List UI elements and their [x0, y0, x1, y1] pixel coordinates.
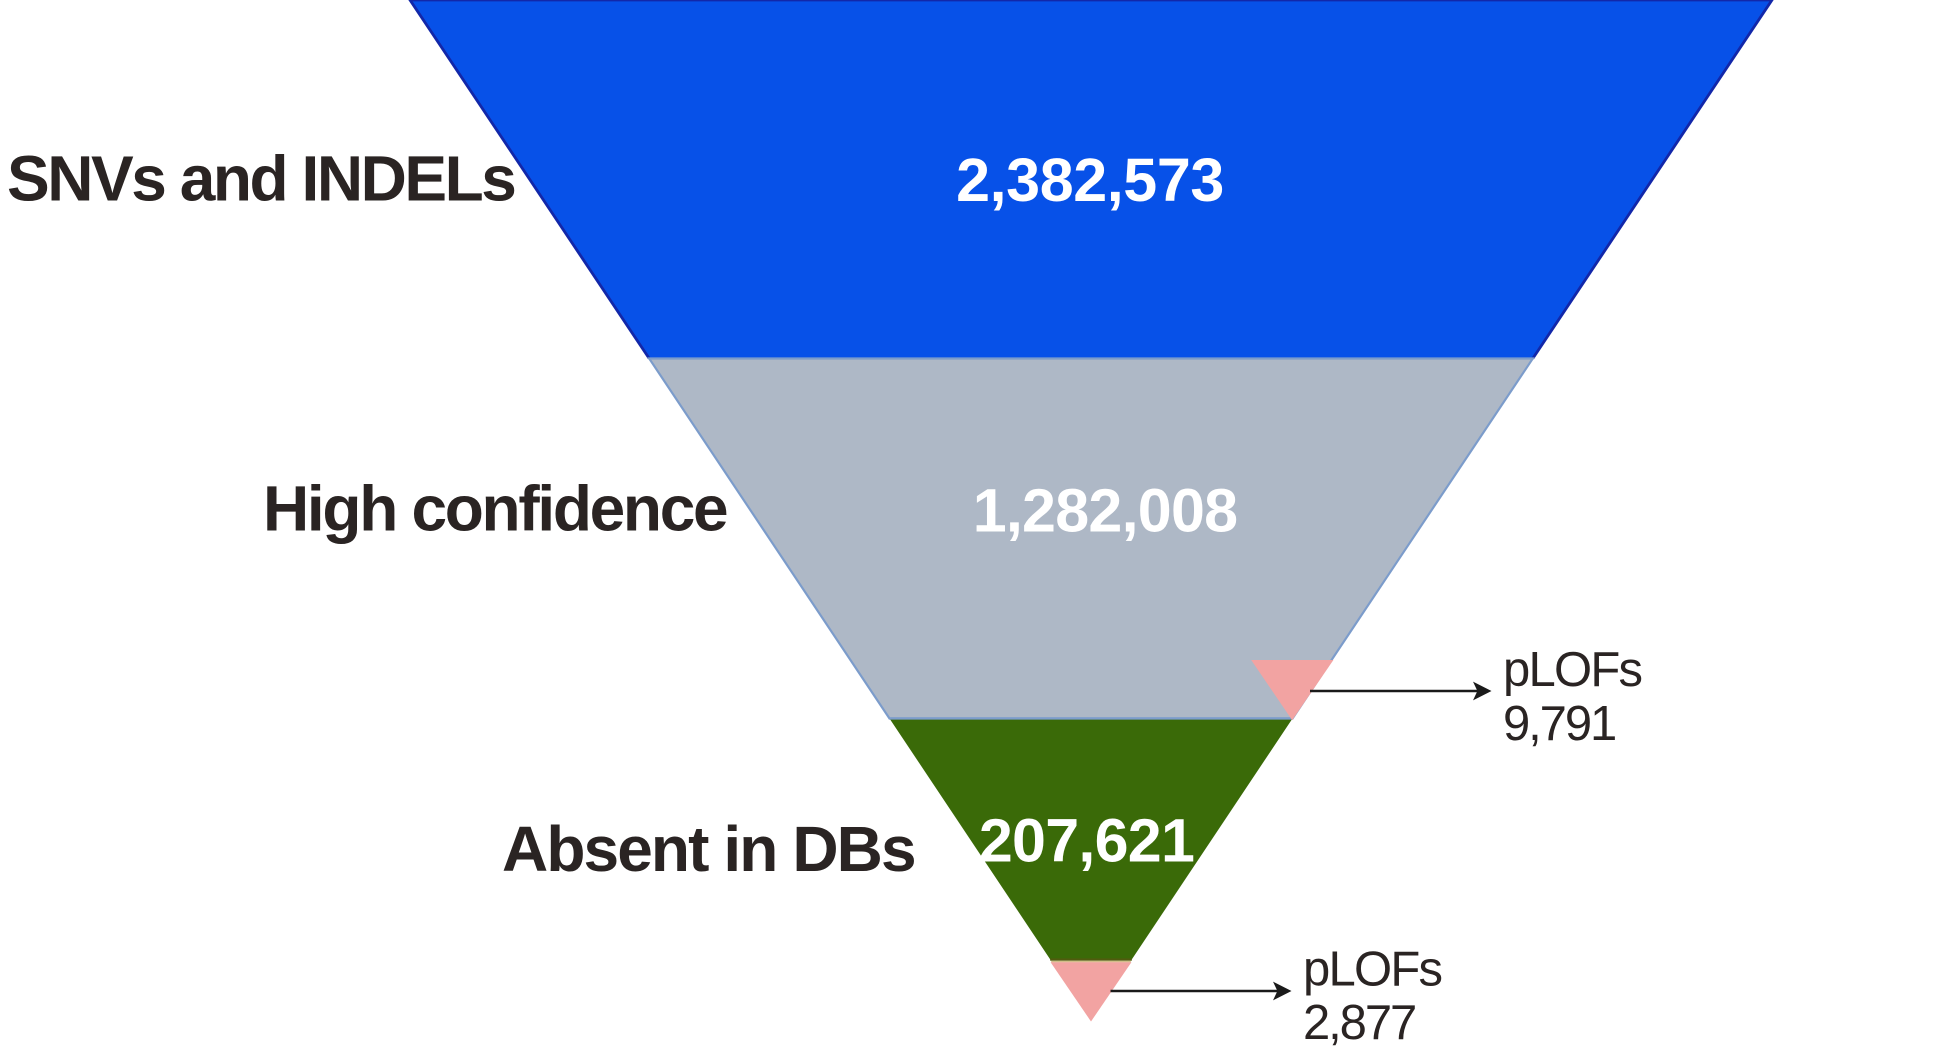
svg-text:Absent in DBs: Absent in DBs [502, 813, 915, 885]
svg-text:pLOFs: pLOFs [1303, 943, 1442, 997]
svg-text:207,621: 207,621 [979, 807, 1194, 875]
svg-text:pLOFs: pLOFs [1503, 643, 1642, 697]
svg-text:SNVs and INDELs: SNVs and INDELs [7, 143, 514, 215]
svg-text:2,382,573: 2,382,573 [956, 146, 1224, 214]
svg-text:9,791: 9,791 [1503, 697, 1615, 751]
svg-text:2,877: 2,877 [1303, 996, 1415, 1050]
svg-text:High confidence: High confidence [263, 473, 727, 545]
svg-text:1,282,008: 1,282,008 [973, 477, 1238, 545]
